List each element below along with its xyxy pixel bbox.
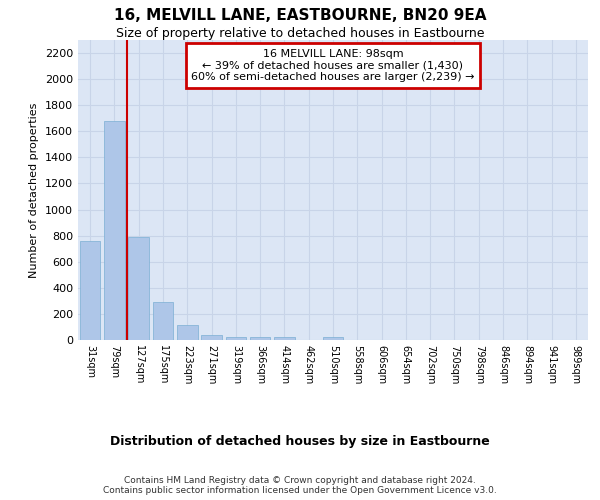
Text: 16, MELVILL LANE, EASTBOURNE, BN20 9EA: 16, MELVILL LANE, EASTBOURNE, BN20 9EA bbox=[114, 8, 486, 22]
Text: Contains HM Land Registry data © Crown copyright and database right 2024.
Contai: Contains HM Land Registry data © Crown c… bbox=[103, 476, 497, 495]
Text: Size of property relative to detached houses in Eastbourne: Size of property relative to detached ho… bbox=[116, 28, 484, 40]
Bar bbox=[226, 336, 246, 340]
Bar bbox=[274, 338, 295, 340]
Bar bbox=[250, 338, 271, 340]
Text: 16 MELVILL LANE: 98sqm
← 39% of detached houses are smaller (1,430)
60% of semi-: 16 MELVILL LANE: 98sqm ← 39% of detached… bbox=[191, 49, 475, 82]
Y-axis label: Number of detached properties: Number of detached properties bbox=[29, 102, 40, 278]
Bar bbox=[128, 237, 149, 340]
Bar bbox=[104, 121, 125, 340]
Bar bbox=[80, 241, 100, 340]
Bar bbox=[201, 335, 222, 340]
Text: Distribution of detached houses by size in Eastbourne: Distribution of detached houses by size … bbox=[110, 435, 490, 448]
Bar bbox=[177, 325, 197, 340]
Bar bbox=[152, 302, 173, 340]
Bar bbox=[323, 338, 343, 340]
